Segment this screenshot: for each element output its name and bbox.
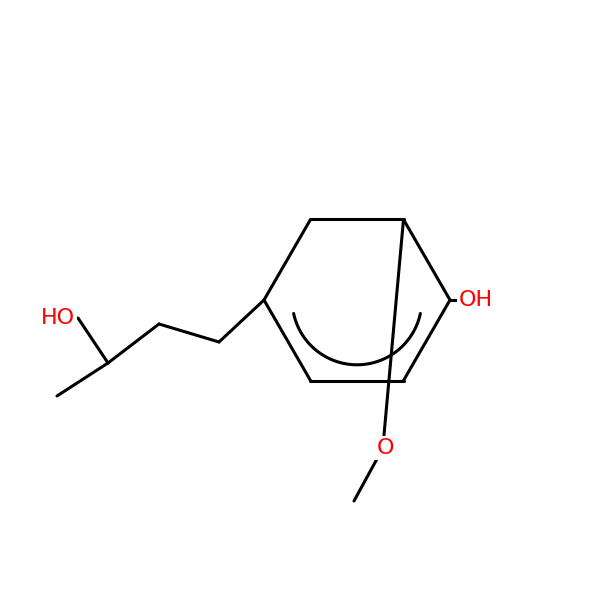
Text: HO: HO (41, 308, 75, 328)
Text: O: O (377, 438, 395, 458)
Text: OH: OH (459, 290, 493, 310)
